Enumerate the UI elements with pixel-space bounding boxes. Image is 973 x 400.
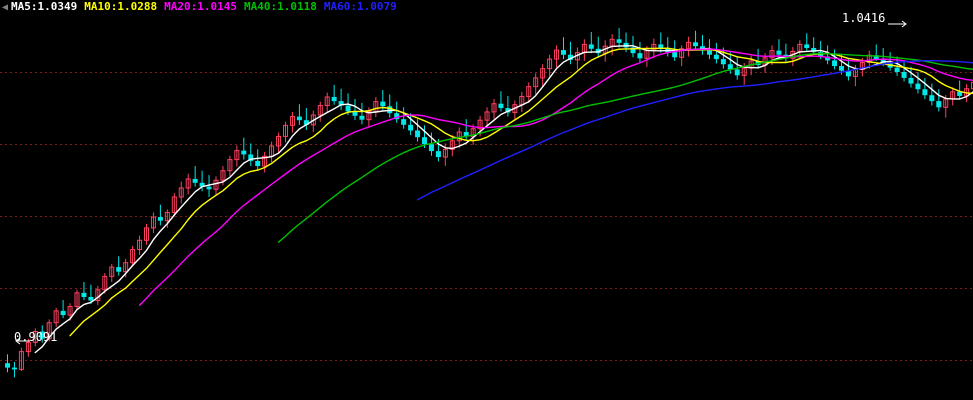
legend-item-ma10[interactable]: MA10:1.0288 [84,0,158,13]
indicator-legend: ◀ MA5:1.0349 MA10:1.0288 MA20:1.0145 MA40:1.… [0,0,404,14]
high-price-label: 1.0416 [842,11,886,25]
legend-item-ma40[interactable]: MA40:1.0118 [243,0,317,13]
legend-item-ma20[interactable]: MA20:1.0145 [164,0,237,13]
grid-lines [0,72,973,361]
legend-item-ma5[interactable]: MA5:1.0349 [11,0,78,13]
collapse-caret-icon[interactable]: ◀ [2,2,9,13]
legend-item-ma60[interactable]: MA60:1.0079 [323,0,397,13]
low-price-label: 0.9091 [14,330,58,344]
moving-average-lines [34,45,973,354]
price-marker-arrows [15,20,907,345]
candle-series [5,27,973,378]
